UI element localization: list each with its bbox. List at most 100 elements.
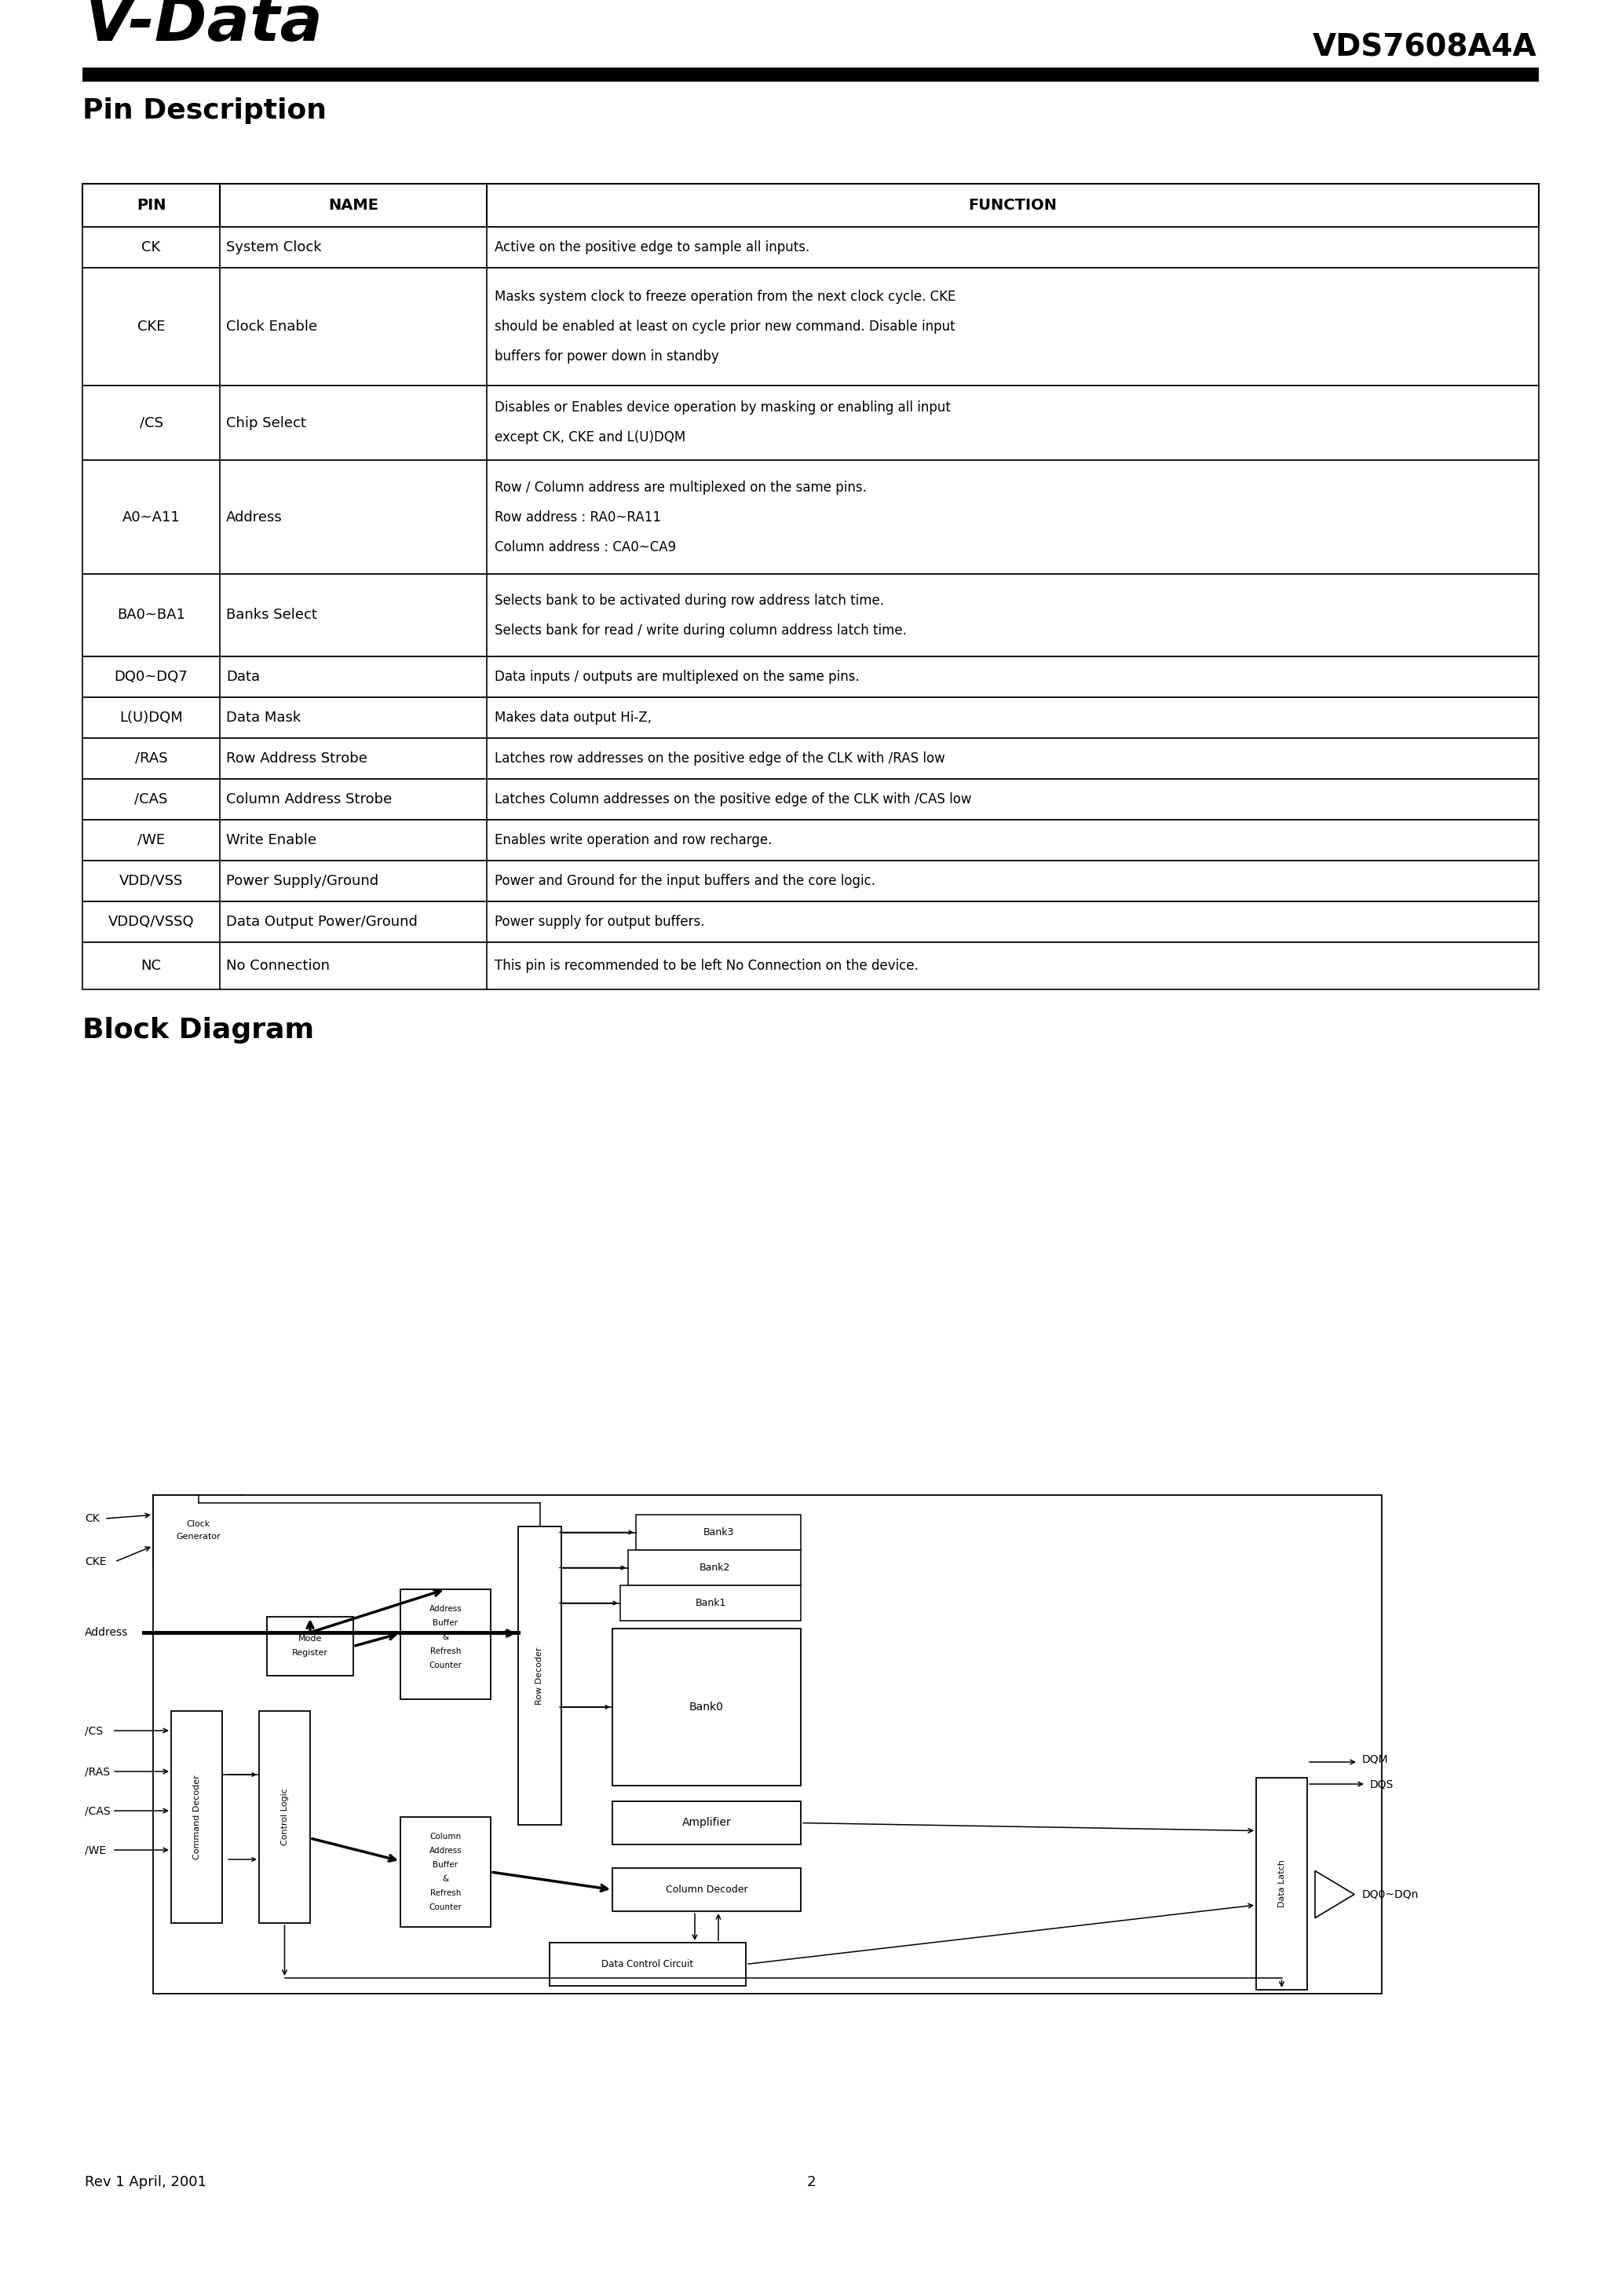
Text: No Connection: No Connection	[225, 960, 329, 974]
Text: CK: CK	[84, 1513, 99, 1525]
Text: Refresh: Refresh	[430, 1649, 461, 1655]
Text: Buffer: Buffer	[433, 1619, 457, 1628]
Bar	[83, 574, 1539, 657]
Bar	[517, 1527, 561, 1825]
Text: L(U)DQM: L(U)DQM	[120, 712, 183, 726]
Text: Address: Address	[430, 1605, 462, 1612]
Text: Register: Register	[292, 1649, 328, 1658]
Bar	[83, 737, 1539, 778]
Text: Disables or Enables device operation by masking or enabling all input: Disables or Enables device operation by …	[495, 402, 950, 416]
Bar	[636, 1515, 801, 1550]
Text: FUNCTION: FUNCTION	[968, 197, 1058, 214]
Text: DQS: DQS	[1371, 1779, 1393, 1789]
Text: Command Decoder: Command Decoder	[193, 1775, 201, 1860]
Text: Generator: Generator	[175, 1534, 221, 1541]
Text: Block Diagram: Block Diagram	[83, 1017, 315, 1045]
Text: CKE: CKE	[138, 319, 165, 333]
Text: Control Logic: Control Logic	[281, 1789, 289, 1846]
Text: Address: Address	[430, 1846, 462, 1855]
Text: Bank2: Bank2	[699, 1564, 730, 1573]
Text: Row Address Strobe: Row Address Strobe	[225, 751, 367, 765]
Text: /RAS: /RAS	[84, 1766, 110, 1777]
Text: Selects bank to be activated during row address latch time.: Selects bank to be activated during row …	[495, 592, 884, 608]
Text: /CS: /CS	[139, 416, 162, 429]
Text: /WE: /WE	[138, 833, 165, 847]
Bar	[83, 778, 1539, 820]
Bar	[152, 1495, 1382, 1993]
Bar	[83, 67, 1539, 83]
Text: Row / Column address are multiplexed on the same pins.: Row / Column address are multiplexed on …	[495, 480, 866, 494]
Text: Mode: Mode	[298, 1635, 323, 1644]
Text: /WE: /WE	[84, 1844, 105, 1855]
Text: Data: Data	[225, 670, 260, 684]
Bar	[613, 1869, 801, 1910]
Text: Enables write operation and row recharge.: Enables write operation and row recharge…	[495, 833, 772, 847]
Text: Column Address Strobe: Column Address Strobe	[225, 792, 393, 806]
Bar	[83, 269, 1539, 386]
Text: Address: Address	[225, 510, 282, 523]
Text: Bank3: Bank3	[702, 1527, 733, 1538]
Text: Data inputs / outputs are multiplexed on the same pins.: Data inputs / outputs are multiplexed on…	[495, 670, 860, 684]
Text: Column address : CA0~CA9: Column address : CA0~CA9	[495, 540, 676, 553]
Text: NC: NC	[141, 960, 161, 974]
Text: CK: CK	[141, 241, 161, 255]
Bar	[401, 1816, 491, 1926]
Text: Power supply for output buffers.: Power supply for output buffers.	[495, 914, 704, 930]
Bar	[83, 657, 1539, 698]
Text: /CS: /CS	[84, 1724, 102, 1736]
Text: except CK, CKE and L(U)DQM: except CK, CKE and L(U)DQM	[495, 432, 686, 445]
Text: Clock: Clock	[187, 1520, 211, 1529]
Text: should be enabled at least on cycle prior new command. Disable input: should be enabled at least on cycle prio…	[495, 319, 955, 333]
Text: VDS7608A4A: VDS7608A4A	[1312, 32, 1538, 62]
Text: Power and Ground for the input buffers and the core logic.: Power and Ground for the input buffers a…	[495, 875, 876, 889]
Text: Data Output Power/Ground: Data Output Power/Ground	[225, 914, 417, 930]
Text: Clock Enable: Clock Enable	[225, 319, 318, 333]
Text: Power Supply/Ground: Power Supply/Ground	[225, 875, 378, 889]
Text: Column: Column	[430, 1832, 461, 1841]
Text: &: &	[443, 1876, 449, 1883]
Text: /CAS: /CAS	[135, 792, 167, 806]
Text: Latches row addresses on the positive edge of the CLK with /RAS low: Latches row addresses on the positive ed…	[495, 751, 946, 765]
Text: This pin is recommended to be left No Connection on the device.: This pin is recommended to be left No Co…	[495, 960, 918, 974]
Text: A0~A11: A0~A11	[122, 510, 180, 523]
Bar	[260, 1711, 310, 1924]
Text: BA0~BA1: BA0~BA1	[117, 608, 185, 622]
Text: Refresh: Refresh	[430, 1890, 461, 1896]
Bar	[628, 1550, 801, 1584]
Text: Data Mask: Data Mask	[225, 712, 302, 726]
Text: DQ0~DQ7: DQ0~DQ7	[114, 670, 188, 684]
Text: Selects bank for read / write during column address latch time.: Selects bank for read / write during col…	[495, 622, 907, 638]
Bar	[83, 459, 1539, 574]
Text: Amplifier: Amplifier	[681, 1818, 732, 1828]
Text: Buffer: Buffer	[433, 1862, 457, 1869]
Text: System Clock: System Clock	[225, 241, 321, 255]
Bar	[1255, 1777, 1307, 1991]
Text: Rev 1 April, 2001: Rev 1 April, 2001	[84, 2174, 206, 2188]
Text: Active on the positive edge to sample all inputs.: Active on the positive edge to sample al…	[495, 241, 809, 255]
Bar	[83, 386, 1539, 459]
Text: Row Decoder: Row Decoder	[535, 1646, 543, 1704]
Text: buffers for power down in standby: buffers for power down in standby	[495, 349, 719, 363]
Text: VDD/VSS: VDD/VSS	[118, 875, 183, 889]
Bar	[172, 1711, 222, 1924]
Text: Bank1: Bank1	[696, 1598, 727, 1607]
Text: DQM: DQM	[1362, 1754, 1388, 1766]
Text: Latches Column addresses on the positive edge of the CLK with /CAS low: Latches Column addresses on the positive…	[495, 792, 972, 806]
Text: CKE: CKE	[84, 1557, 107, 1568]
Text: Write Enable: Write Enable	[225, 833, 316, 847]
Text: Bank0: Bank0	[689, 1701, 723, 1713]
Bar	[83, 902, 1539, 941]
Text: Address: Address	[84, 1628, 128, 1637]
Bar	[401, 1589, 491, 1699]
Text: Masks system clock to freeze operation from the next clock cycle. CKE: Masks system clock to freeze operation f…	[495, 289, 955, 303]
Bar	[83, 184, 1539, 227]
Text: /CAS: /CAS	[84, 1805, 110, 1816]
Text: NAME: NAME	[328, 197, 378, 214]
Text: Makes data output Hi-Z,: Makes data output Hi-Z,	[495, 712, 652, 726]
Text: Data Control Circuit: Data Control Circuit	[602, 1958, 694, 1970]
Text: Counter: Counter	[430, 1903, 462, 1910]
Text: Pin Description: Pin Description	[83, 96, 326, 124]
Text: /RAS: /RAS	[135, 751, 167, 765]
Bar	[83, 820, 1539, 861]
Bar	[83, 698, 1539, 737]
